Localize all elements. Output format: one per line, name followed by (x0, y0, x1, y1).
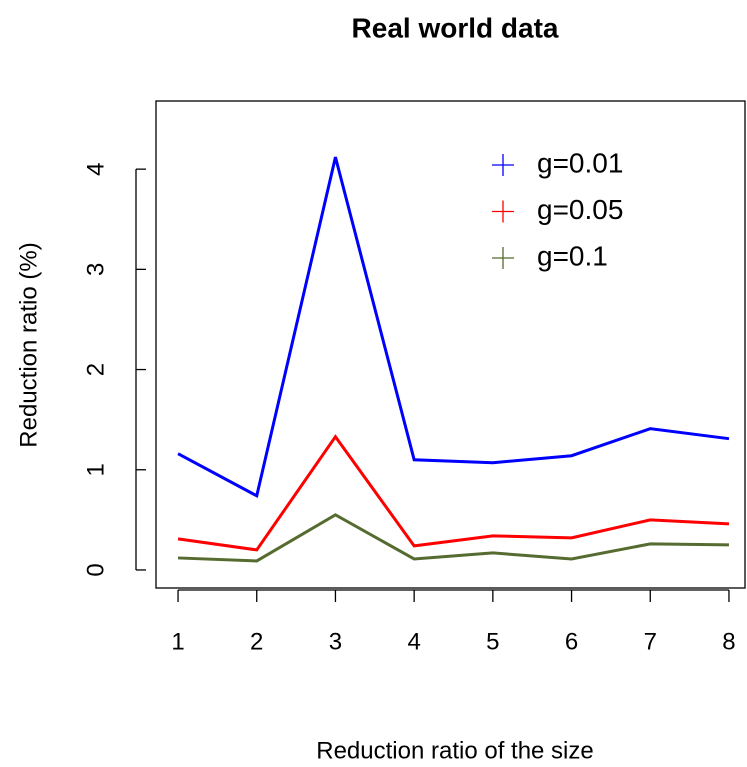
x-tick-label: 8 (722, 628, 735, 655)
x-tick-label: 6 (565, 628, 578, 655)
y-tick-label: 1 (82, 463, 109, 476)
legend-symbol (492, 247, 514, 269)
chart-title: Real world data (352, 12, 559, 43)
x-tick-label: 7 (644, 628, 657, 655)
legend-label: g=0.1 (537, 240, 608, 271)
x-tick-label: 4 (407, 628, 420, 655)
legend-symbol (492, 200, 514, 223)
x-tick-label: 3 (329, 628, 342, 655)
y-tick-label: 3 (82, 263, 109, 276)
legend-label: g=0.05 (537, 194, 623, 225)
legend-symbol (492, 154, 514, 176)
y-axis-label: Reduction ratio (%) (15, 242, 42, 447)
plot-frame (155, 100, 746, 589)
x-axis-label: Reduction ratio of the size (316, 737, 594, 764)
y-tick-label: 2 (82, 363, 109, 376)
legend-label: g=0.01 (537, 147, 623, 178)
series-line (177, 434, 730, 552)
x-tick-label: 1 (171, 628, 184, 655)
x-tick-label: 5 (486, 628, 499, 655)
y-tick-label: 0 (82, 563, 109, 576)
series-line (177, 156, 730, 499)
series-line (177, 513, 729, 563)
x-tick-label: 2 (250, 628, 263, 655)
y-tick-label: 4 (82, 162, 109, 175)
